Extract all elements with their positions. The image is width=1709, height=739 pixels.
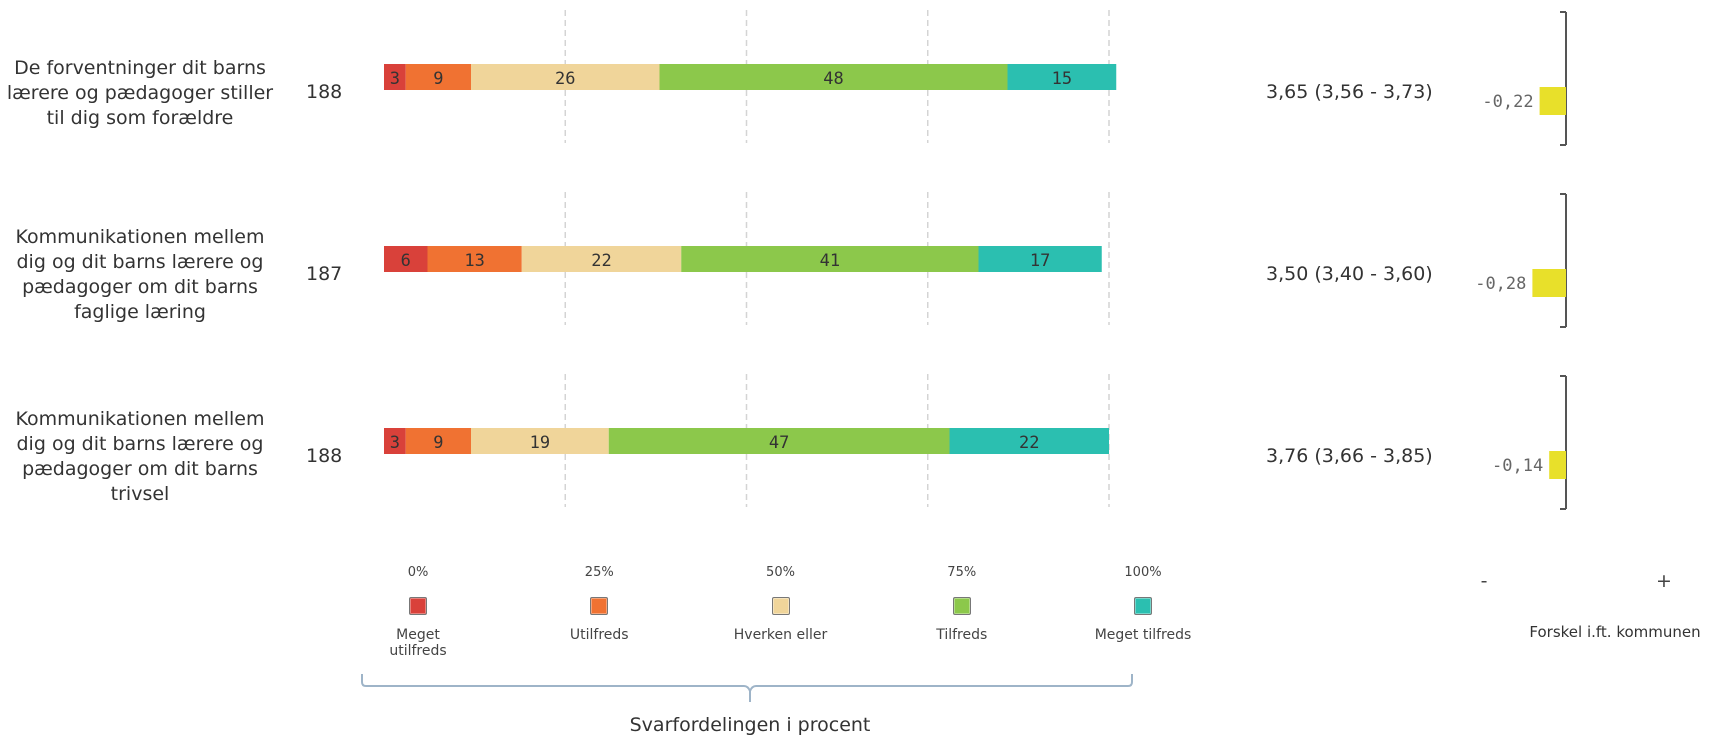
bar-segment	[384, 64, 406, 90]
legend-swatch	[952, 597, 971, 615]
legend-item: Utilfreds	[529, 597, 669, 643]
bar-value-label: 9	[433, 433, 443, 453]
diff-value-label: -0,22	[1482, 92, 1533, 112]
legend-swatch	[409, 597, 427, 615]
bar-value-label: 9	[433, 69, 443, 89]
x-tick-label: 75%	[947, 565, 977, 580]
respondent-count: 188	[306, 445, 343, 467]
legend-label: Tilfreds	[892, 627, 1032, 643]
bar-segment	[471, 428, 609, 454]
x-axis-title: Svarfordelingen i procent	[629, 714, 871, 736]
bar-segment	[1007, 64, 1117, 90]
x-axis-brace	[361, 674, 1133, 702]
bar-segment	[659, 64, 1008, 90]
respondent-count: 188	[306, 81, 343, 103]
legend-label-line: Meget tilfreds	[1094, 627, 1192, 643]
question-label: Kommunikationen mellem dig og dit barns l…	[0, 407, 280, 507]
bar-value-label: 26	[555, 69, 575, 89]
legend-item: Tilfreds	[892, 597, 1032, 643]
x-tick-label: 100%	[1124, 565, 1162, 580]
legend-label-line: utilfreds	[389, 643, 447, 659]
legend-item: Meget utilfreds	[348, 597, 488, 659]
question-label-line: pædagoger om dit barns	[22, 458, 258, 480]
question-label: De forventninger dit barns lærere og pæda…	[0, 56, 280, 131]
bar-value-label: 17	[1030, 251, 1050, 271]
bar-segment	[521, 246, 682, 272]
mean-ci-value: 3,65 (3,56 - 3,73)	[1266, 81, 1433, 103]
legend-label-line: Meget	[396, 627, 440, 643]
bar-segment	[405, 428, 471, 454]
bar-segment	[384, 246, 428, 272]
question-label-line: Kommunikationen mellem	[15, 408, 265, 430]
legend-label-line: Utilfreds	[569, 627, 629, 643]
diff-minus-label: -	[1480, 570, 1488, 592]
question-label-line: De forventninger dit barns	[14, 56, 266, 79]
bar-segment	[608, 428, 950, 454]
bar-segment	[384, 428, 406, 454]
question-label-line: dig og dit barns lærere og	[16, 251, 264, 273]
bar-value-label: 22	[1019, 433, 1039, 453]
legend-swatch	[1134, 597, 1152, 615]
mean-ci-value: 3,76 (3,66 - 3,85)	[1266, 445, 1433, 467]
diff-value-label: -0,14	[1492, 456, 1543, 476]
bar-value-label: 48	[823, 69, 843, 89]
x-tick-label: 0%	[407, 565, 429, 580]
diff-plus-label: +	[1656, 570, 1672, 592]
x-tick-label: 25%	[584, 565, 614, 580]
legend-item: Meget tilfreds	[1073, 597, 1213, 643]
legend-label-line: Hverken eller	[733, 627, 828, 643]
bar-value-label: 19	[530, 433, 550, 453]
legend-item: Hverken eller	[711, 597, 851, 643]
question-label-line: trivsel	[110, 483, 170, 505]
legend-swatch	[590, 597, 609, 615]
bar-value-label: 3	[390, 433, 400, 453]
bar-segment	[405, 64, 471, 90]
question-label-line: dig og dit barns lærere og	[16, 433, 264, 455]
bar-segment	[427, 246, 522, 272]
bar-segment	[949, 428, 1109, 454]
question-label-line: til dig som forældre	[46, 106, 234, 129]
bar-value-label: 15	[1052, 69, 1072, 89]
legend-label: Meget tilfreds	[1073, 627, 1213, 643]
bar-segment	[681, 246, 979, 272]
bar-value-label: 41	[820, 251, 840, 271]
bar-value-label: 22	[591, 251, 611, 271]
respondent-count: 187	[306, 263, 343, 285]
legend-label: Meget utilfreds	[348, 627, 488, 659]
bar-value-label: 6	[401, 251, 411, 271]
legend-label: Hverken eller	[711, 627, 851, 643]
question-label-line: Kommunikationen mellem	[15, 226, 265, 248]
diff-bar	[1539, 87, 1566, 115]
bar-value-label: 47	[769, 433, 789, 453]
legend-label-line: Tilfreds	[936, 627, 988, 643]
diff-axis-title: Forskel i.ft. kommunen	[1529, 623, 1701, 641]
question-label: Kommunikationen mellem dig og dit barns l…	[0, 225, 280, 325]
mean-ci-value: 3,50 (3,40 - 3,60)	[1266, 263, 1433, 285]
legend-label: Utilfreds	[529, 627, 669, 643]
question-label-line: lærere og pædagoger stiller	[6, 81, 274, 104]
legend-swatch	[771, 597, 790, 615]
bar-segment	[978, 246, 1102, 272]
bar-segment	[471, 64, 660, 90]
question-label-line: pædagoger om dit barns	[22, 276, 258, 298]
bar-value-label: 3	[390, 69, 400, 89]
diff-bar	[1532, 269, 1566, 297]
diff-bar	[1549, 451, 1566, 479]
x-tick-label: 50%	[766, 565, 795, 580]
diff-value-label: -0,28	[1475, 274, 1526, 294]
bar-value-label: 13	[464, 251, 484, 271]
question-label-line: faglige læring	[74, 301, 206, 323]
